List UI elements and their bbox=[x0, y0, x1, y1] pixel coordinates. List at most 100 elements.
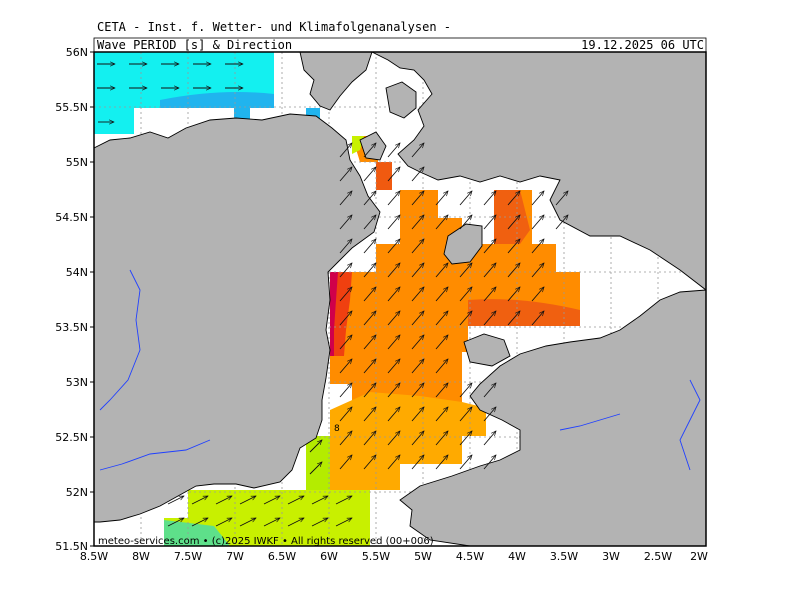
map-frame bbox=[93, 51, 707, 547]
direction-arrow bbox=[411, 143, 424, 158]
lat-label: 53N bbox=[66, 376, 88, 389]
direction-arrow bbox=[191, 495, 208, 505]
direction-arrow bbox=[387, 455, 400, 470]
direction-arrow bbox=[387, 383, 400, 398]
direction-arrow bbox=[483, 287, 496, 302]
direction-arrow bbox=[483, 215, 496, 230]
lat-label: 54N bbox=[66, 266, 88, 279]
direction-arrow bbox=[531, 311, 544, 326]
station-marker-label: 8 bbox=[334, 424, 340, 434]
direction-arrow bbox=[387, 263, 400, 278]
direction-arrow bbox=[459, 215, 472, 230]
direction-arrow bbox=[507, 287, 520, 302]
direction-arrow bbox=[387, 359, 400, 374]
direction-arrow bbox=[555, 215, 568, 230]
direction-arrow bbox=[507, 215, 520, 230]
direction-arrow bbox=[411, 407, 424, 422]
direction-arrow bbox=[215, 495, 232, 505]
direction-arrow bbox=[363, 311, 376, 326]
direction-arrow bbox=[387, 143, 400, 158]
direction-arrow bbox=[363, 407, 376, 422]
direction-arrow bbox=[531, 263, 544, 278]
direction-arrow bbox=[411, 383, 424, 398]
direction-arrow bbox=[239, 495, 256, 505]
direction-arrow bbox=[215, 517, 232, 527]
direction-arrow bbox=[507, 191, 520, 206]
england-wales-land bbox=[399, 289, 706, 546]
direction-arrow bbox=[459, 407, 472, 422]
lon-labels: 8.5W 8W 7.5W 7W 6.5W 6W 5.5W 5W 4.5W 4W … bbox=[80, 550, 708, 563]
direction-arrow bbox=[363, 239, 376, 254]
direction-arrow bbox=[435, 215, 448, 230]
direction-arrow bbox=[435, 311, 448, 326]
ireland-land bbox=[94, 113, 381, 523]
direction-arrow bbox=[411, 455, 424, 470]
direction-arrow bbox=[335, 517, 352, 527]
direction-arrow bbox=[339, 263, 352, 278]
direction-arrow bbox=[363, 335, 376, 350]
direction-arrow bbox=[339, 143, 352, 158]
direction-arrow bbox=[459, 455, 472, 470]
direction-arrow bbox=[387, 335, 400, 350]
direction-arrow bbox=[363, 431, 376, 446]
direction-arrow bbox=[239, 517, 256, 527]
direction-arrow bbox=[263, 517, 280, 527]
lat-label: 55.5N bbox=[55, 101, 88, 114]
direction-arrow bbox=[531, 191, 544, 206]
direction-arrow bbox=[339, 383, 352, 398]
direction-arrow bbox=[309, 462, 322, 475]
direction-arrow bbox=[387, 431, 400, 446]
direction-arrow bbox=[411, 167, 424, 182]
scotland-west-land bbox=[299, 52, 373, 111]
direction-arrow bbox=[459, 191, 472, 206]
timestamp: 19.12.2025 06 UTC bbox=[581, 38, 704, 52]
direction-arrow bbox=[387, 287, 400, 302]
period-cell bbox=[164, 520, 230, 546]
direction-arrow bbox=[287, 495, 304, 505]
direction-arrow bbox=[411, 311, 424, 326]
direction-arrow bbox=[363, 191, 376, 206]
direction-arrow bbox=[531, 239, 544, 254]
lon-label: 4W bbox=[508, 550, 526, 563]
direction-arrow bbox=[387, 239, 400, 254]
header-box bbox=[93, 37, 707, 53]
direction-arrow bbox=[459, 263, 472, 278]
direction-arrow bbox=[335, 495, 352, 505]
direction-arrow bbox=[483, 383, 496, 398]
lon-label: 2W bbox=[690, 550, 708, 563]
direction-arrow bbox=[411, 431, 424, 446]
direction-arrow bbox=[363, 215, 376, 230]
direction-arrow bbox=[483, 239, 496, 254]
direction-arrow bbox=[411, 359, 424, 374]
direction-arrow bbox=[339, 239, 352, 254]
lon-label: 6W bbox=[320, 550, 338, 563]
direction-arrow bbox=[363, 287, 376, 302]
direction-arrow bbox=[555, 191, 568, 206]
direction-arrow bbox=[387, 191, 400, 206]
direction-arrow bbox=[339, 407, 352, 422]
lon-label: 8W bbox=[132, 550, 150, 563]
direction-arrow bbox=[387, 215, 400, 230]
direction-arrow bbox=[459, 287, 472, 302]
lon-label: 3.5W bbox=[550, 550, 578, 563]
product-title: Wave PERIOD [s] & Direction bbox=[97, 38, 293, 52]
lon-label: 8.5W bbox=[80, 550, 108, 563]
anglesey-land bbox=[463, 333, 511, 367]
direction-arrow bbox=[363, 143, 376, 158]
land-masses bbox=[94, 52, 706, 546]
direction-arrow bbox=[435, 407, 448, 422]
direction-arrow bbox=[339, 287, 352, 302]
lon-label: 7W bbox=[226, 550, 244, 563]
direction-arrow bbox=[339, 191, 352, 206]
direction-arrow bbox=[483, 311, 496, 326]
lat-labels: 56N 55.5N 55N 54.5N 54N 53.5N 53N 52.5N … bbox=[55, 46, 88, 553]
direction-arrow bbox=[483, 263, 496, 278]
direction-arrow bbox=[435, 287, 448, 302]
direction-arrow bbox=[459, 431, 472, 446]
lon-label: 4.5W bbox=[456, 550, 484, 563]
direction-arrow bbox=[483, 431, 496, 446]
direction-arrow bbox=[191, 517, 208, 527]
direction-arrow bbox=[411, 191, 424, 206]
direction-arrow bbox=[459, 383, 472, 398]
